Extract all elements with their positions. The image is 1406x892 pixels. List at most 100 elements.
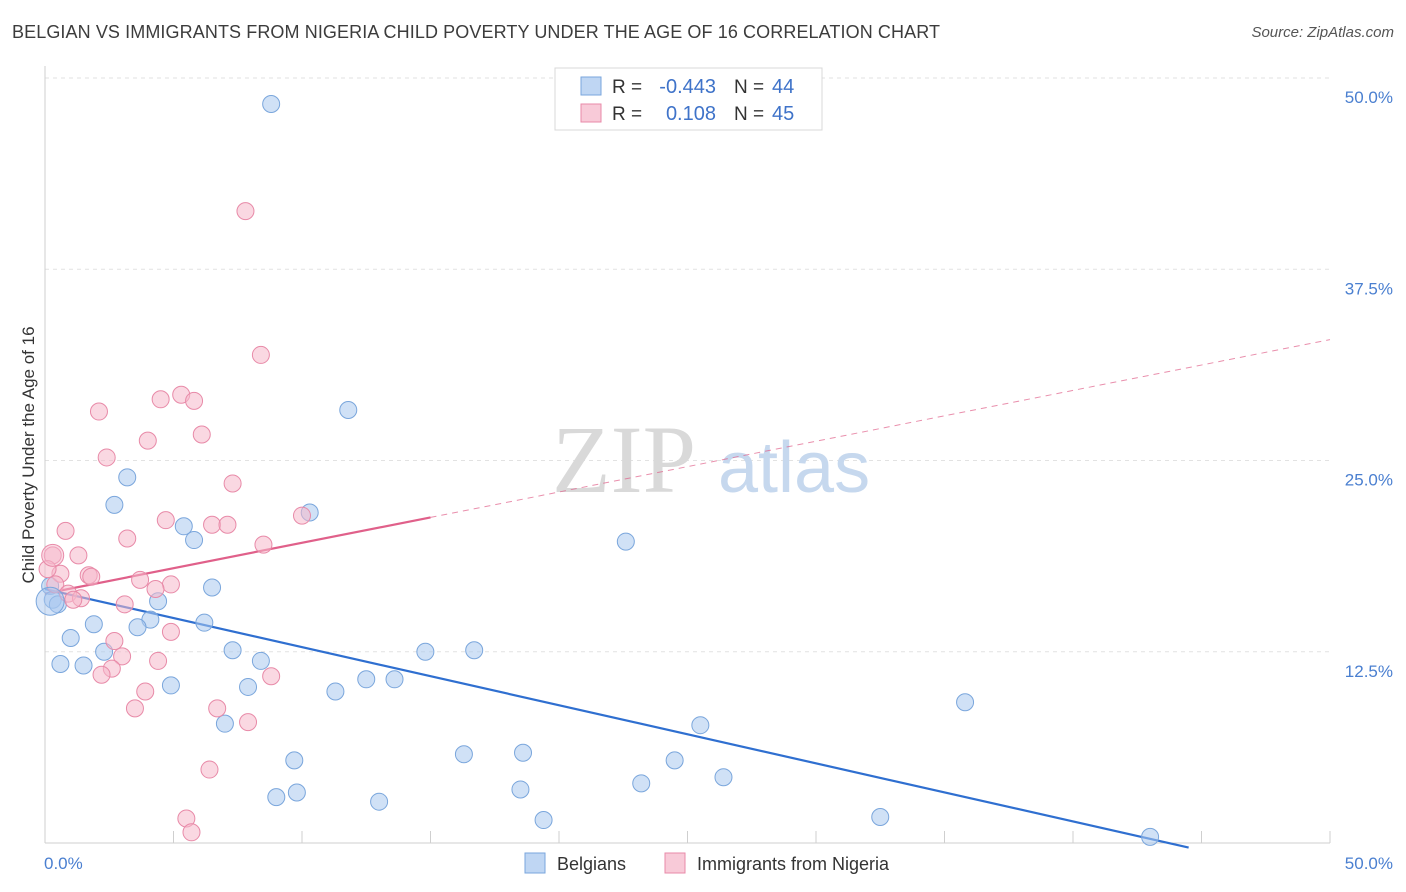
- point-belgians: [84, 615, 103, 634]
- stats-r-label-belgians: R =: [612, 77, 642, 98]
- point-belgians: [385, 670, 404, 689]
- point-belgians: [105, 495, 124, 514]
- y-tick-label: 12.5%: [1345, 662, 1393, 681]
- grid-lines: [45, 77, 1330, 653]
- point-belgians: [203, 578, 222, 597]
- point-belgians: [51, 654, 70, 673]
- point-belgians: [161, 676, 180, 695]
- point-nigeria: [161, 575, 180, 594]
- point-belgians: [267, 788, 286, 807]
- point-nigeria: [236, 202, 255, 221]
- point-belgians: [326, 682, 345, 701]
- x-tick-label-min: 0.0%: [44, 854, 83, 873]
- point-nigeria: [138, 431, 157, 450]
- point-nigeria: [69, 546, 88, 565]
- point-nigeria: [97, 448, 116, 467]
- trend-line-0: [44, 587, 1189, 849]
- point-nigeria: [203, 515, 222, 534]
- point-belgians: [714, 768, 733, 787]
- y-tick-label: 50.0%: [1345, 88, 1393, 107]
- stats-n-label-nigeria: N =: [734, 104, 764, 125]
- point-belgians: [174, 517, 193, 536]
- stats-r-value-belgians: -0.443: [659, 76, 716, 98]
- point-belgians: [871, 807, 890, 826]
- point-nigeria: [136, 682, 155, 701]
- bottom-legend: Belgians Immigrants from Nigeria: [524, 852, 890, 874]
- point-belgians: [632, 774, 651, 793]
- stats-swatch-belgians: [580, 76, 602, 96]
- point-belgians: [416, 642, 435, 661]
- point-nigeria: [185, 391, 204, 410]
- point-nigeria: [293, 506, 311, 525]
- point-belgians: [195, 613, 214, 632]
- point-nigeria: [251, 345, 270, 364]
- point-nigeria: [131, 570, 150, 589]
- point-belgians: [262, 95, 281, 114]
- point-nigeria: [254, 535, 273, 554]
- point-nigeria: [125, 699, 144, 718]
- stats-swatch-nigeria: [580, 103, 602, 123]
- stats-legend-box: R = -0.443 N = 44 R = 0.108 N = 45: [554, 67, 823, 131]
- point-belgians: [251, 651, 270, 670]
- point-belgians: [339, 401, 358, 420]
- point-nigeria: [223, 474, 242, 493]
- point-belgians: [239, 677, 258, 696]
- stats-r-value-nigeria: 0.108: [666, 103, 716, 125]
- point-belgians: [215, 714, 234, 733]
- point-nigeria: [146, 580, 165, 599]
- legend-label-nigeria: Immigrants from Nigeria: [697, 854, 890, 874]
- stats-n-value-belgians: 44: [772, 76, 794, 98]
- point-belgians: [370, 792, 389, 811]
- point-belgians: [223, 641, 242, 660]
- point-nigeria: [82, 567, 101, 586]
- point-nigeria: [182, 823, 201, 842]
- y-tick-label: 25.0%: [1345, 471, 1393, 490]
- legend-label-belgians: Belgians: [557, 854, 626, 874]
- point-nigeria: [92, 665, 111, 684]
- point-belgians: [287, 783, 306, 802]
- data-points: [35, 95, 1160, 846]
- point-belgians: [74, 656, 93, 675]
- trend-line-extension-1: [430, 339, 1331, 518]
- watermark: ZIP atlas: [552, 406, 870, 513]
- y-axis-title: Child Poverty Under the Age of 16: [19, 326, 38, 583]
- point-nigeria: [64, 590, 83, 609]
- trend-lines: [44, 339, 1331, 849]
- trend-line-1: [44, 516, 431, 595]
- x-tick-label-max: 50.0%: [1345, 854, 1393, 873]
- stats-n-value-nigeria: 45: [772, 103, 794, 125]
- stats-n-label-belgians: N =: [734, 77, 764, 98]
- y-tick-labels: 12.5% 25.0% 37.5% 50.0%: [1345, 88, 1393, 681]
- point-nigeria: [161, 622, 180, 641]
- point-nigeria: [200, 760, 219, 779]
- watermark-atlas: atlas: [718, 428, 870, 508]
- point-belgians: [511, 780, 530, 799]
- point-belgians: [61, 628, 80, 647]
- point-nigeria: [105, 632, 124, 651]
- point-nigeria: [218, 515, 237, 534]
- point-nigeria: [156, 511, 175, 530]
- legend-swatch-belgians: [524, 852, 546, 874]
- point-nigeria: [113, 647, 132, 666]
- point-nigeria: [208, 699, 227, 718]
- point-belgians: [956, 693, 975, 712]
- axes: [44, 66, 1331, 844]
- point-nigeria: [151, 390, 170, 409]
- point-nigeria: [118, 529, 137, 548]
- point-nigeria: [239, 713, 258, 732]
- point-nigeria-large: [41, 543, 65, 567]
- point-belgians: [118, 468, 137, 487]
- point-belgians: [185, 531, 204, 550]
- point-nigeria: [115, 595, 134, 614]
- chart-source: Source: ZipAtlas.com: [1251, 24, 1394, 41]
- watermark-zip: ZIP: [552, 406, 696, 513]
- point-belgians: [665, 751, 684, 770]
- y-tick-label: 37.5%: [1345, 279, 1393, 298]
- chart-title: BELGIAN VS IMMIGRANTS FROM NIGERIA CHILD…: [12, 22, 941, 42]
- point-belgians: [357, 670, 376, 689]
- x-tick-labels: 0.0% 50.0%: [44, 854, 1393, 873]
- point-nigeria: [192, 425, 211, 444]
- point-belgians: [454, 745, 473, 764]
- point-belgians: [514, 743, 533, 762]
- point-belgians: [616, 532, 635, 551]
